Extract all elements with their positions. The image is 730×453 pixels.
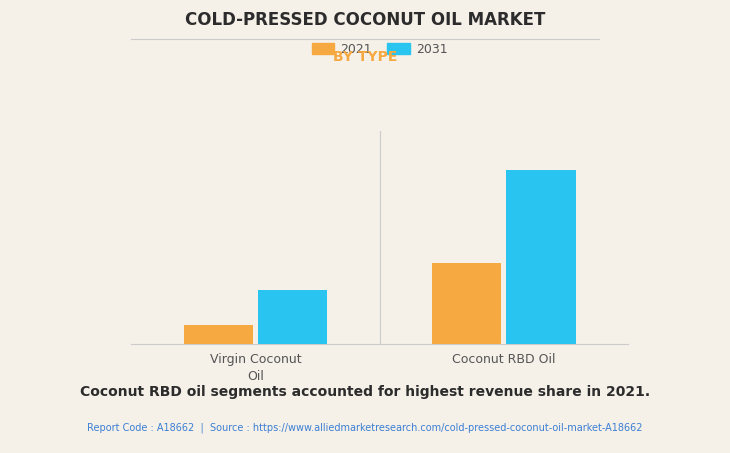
Text: Coconut RBD oil segments accounted for highest revenue share in 2021.: Coconut RBD oil segments accounted for h… — [80, 385, 650, 399]
Text: BY TYPE: BY TYPE — [333, 50, 397, 63]
Legend: 2021, 2031: 2021, 2031 — [307, 38, 453, 61]
Text: Report Code : A18662  |  Source : https://www.alliedmarketresearch.com/cold-pres: Report Code : A18662 | Source : https://… — [88, 423, 642, 434]
Text: COLD-PRESSED COCONUT OIL MARKET: COLD-PRESSED COCONUT OIL MARKET — [185, 11, 545, 29]
Bar — [183, 325, 253, 344]
Bar — [506, 170, 576, 344]
Bar — [431, 263, 502, 344]
Bar — [258, 290, 328, 344]
